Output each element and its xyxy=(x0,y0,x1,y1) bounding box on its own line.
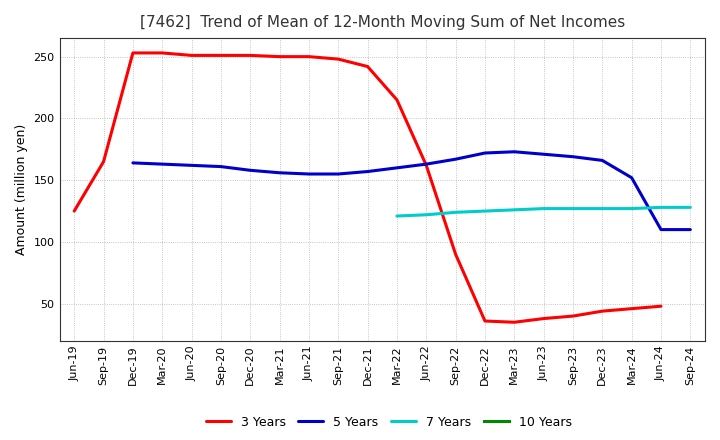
3 Years xyxy=(539,316,548,321)
5 Years xyxy=(129,160,138,165)
5 Years xyxy=(392,165,401,170)
Line: 3 Years: 3 Years xyxy=(74,53,661,322)
7 Years xyxy=(686,205,695,210)
3 Years xyxy=(392,97,401,103)
3 Years xyxy=(70,209,78,214)
3 Years xyxy=(598,308,607,314)
Y-axis label: Amount (million yen): Amount (million yen) xyxy=(15,124,28,255)
3 Years xyxy=(451,252,460,257)
7 Years xyxy=(569,206,577,211)
3 Years xyxy=(158,50,166,55)
5 Years xyxy=(246,168,255,173)
3 Years xyxy=(364,64,372,69)
5 Years xyxy=(481,150,490,156)
7 Years xyxy=(451,210,460,215)
5 Years xyxy=(539,152,548,157)
3 Years xyxy=(129,50,138,55)
5 Years xyxy=(686,227,695,232)
3 Years xyxy=(275,54,284,59)
5 Years xyxy=(305,171,313,176)
Line: 5 Years: 5 Years xyxy=(133,152,690,230)
3 Years xyxy=(422,163,431,168)
7 Years xyxy=(481,209,490,214)
7 Years xyxy=(598,206,607,211)
7 Years xyxy=(392,213,401,219)
5 Years xyxy=(217,164,225,169)
3 Years xyxy=(187,53,196,58)
3 Years xyxy=(217,53,225,58)
3 Years xyxy=(569,313,577,319)
5 Years xyxy=(158,161,166,167)
7 Years xyxy=(539,206,548,211)
5 Years xyxy=(657,227,665,232)
5 Years xyxy=(627,175,636,180)
5 Years xyxy=(334,171,343,176)
3 Years xyxy=(305,54,313,59)
5 Years xyxy=(451,157,460,162)
5 Years xyxy=(510,149,518,154)
3 Years xyxy=(627,306,636,312)
5 Years xyxy=(598,158,607,163)
Line: 7 Years: 7 Years xyxy=(397,207,690,216)
3 Years xyxy=(657,304,665,309)
7 Years xyxy=(657,205,665,210)
5 Years xyxy=(187,163,196,168)
5 Years xyxy=(364,169,372,174)
7 Years xyxy=(422,212,431,217)
5 Years xyxy=(275,170,284,176)
3 Years xyxy=(334,56,343,62)
3 Years xyxy=(481,319,490,324)
3 Years xyxy=(99,159,108,164)
5 Years xyxy=(422,161,431,167)
7 Years xyxy=(627,206,636,211)
7 Years xyxy=(510,207,518,213)
Legend: 3 Years, 5 Years, 7 Years, 10 Years: 3 Years, 5 Years, 7 Years, 10 Years xyxy=(201,411,577,434)
3 Years xyxy=(246,53,255,58)
5 Years xyxy=(569,154,577,159)
3 Years xyxy=(510,319,518,325)
Title: [7462]  Trend of Mean of 12-Month Moving Sum of Net Incomes: [7462] Trend of Mean of 12-Month Moving … xyxy=(140,15,625,30)
